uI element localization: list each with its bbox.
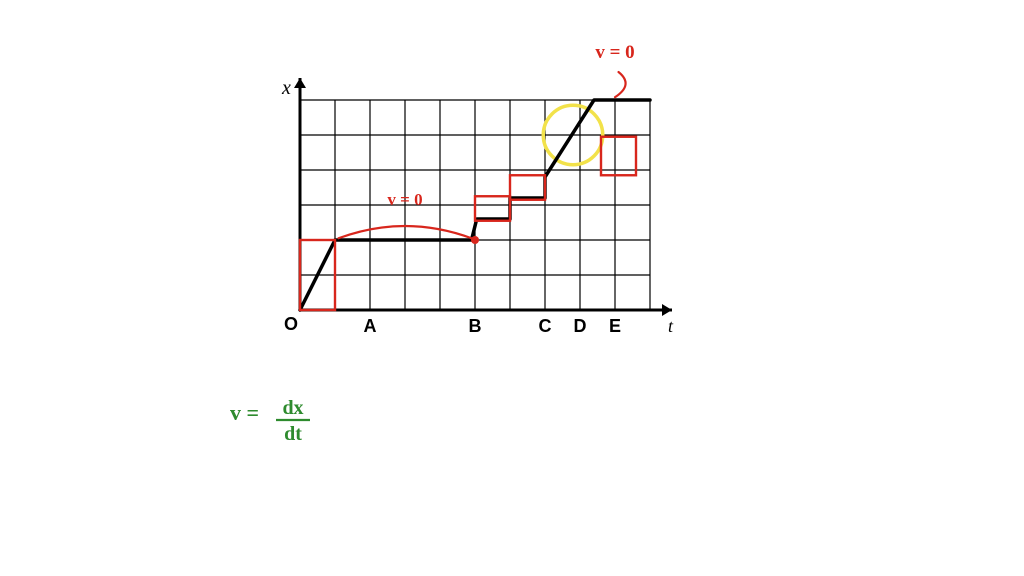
background <box>0 0 1024 576</box>
eq-numerator: dx <box>282 397 303 419</box>
red-dot <box>471 236 479 244</box>
x-tick-label: B <box>469 316 482 336</box>
x-tick-label: A <box>364 316 377 336</box>
diagram-stage: xtOABCDEv = 0v = 0v =dxdt <box>0 0 1024 576</box>
x-tick-label: E <box>609 316 621 336</box>
y-axis-label: x <box>281 77 291 99</box>
diagram-svg: xtOABCDEv = 0v = 0v =dxdt <box>0 0 1024 576</box>
x-tick-label: D <box>574 316 587 336</box>
x-tick-label: C <box>539 316 552 336</box>
annotation-label: v = 0 <box>387 190 422 209</box>
annotation-label: v = 0 <box>595 42 634 63</box>
origin-label: O <box>284 314 298 334</box>
eq-denominator: dt <box>284 423 302 445</box>
eq-v-equals: v = <box>230 400 259 425</box>
